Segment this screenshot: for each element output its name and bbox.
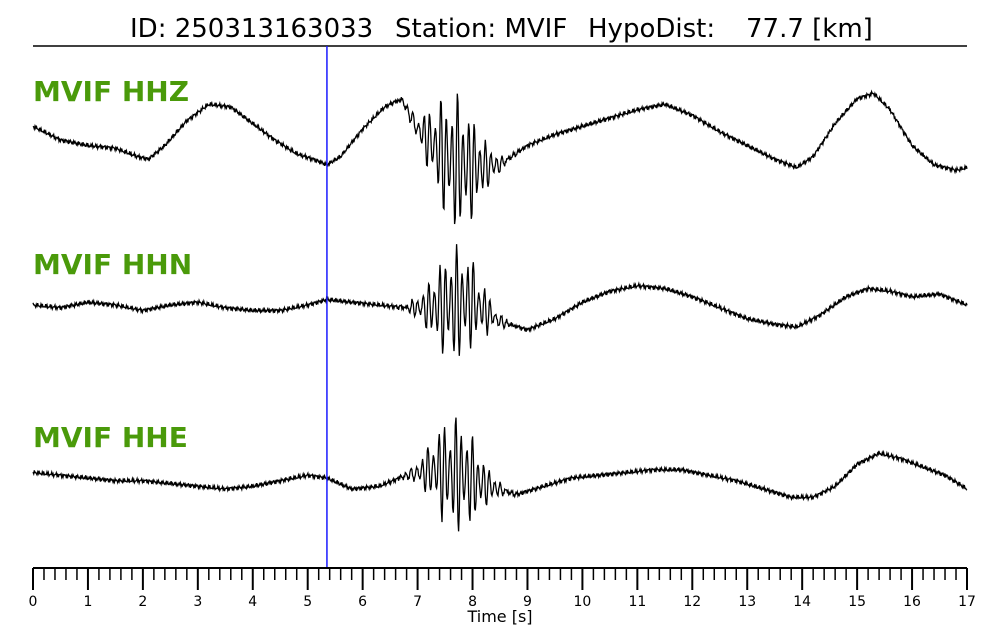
- tick-label: 1: [83, 594, 92, 610]
- trace-line-mvif-hhe: [32, 417, 968, 532]
- x-axis-label: Time [s]: [466, 607, 532, 626]
- time-axis: 0 1 2 3 4 5 6 7 8 9 10 11 12 13 14 15 16 17: [29, 567, 976, 610]
- tick-label: 5: [303, 594, 312, 610]
- tick-label: 11: [628, 594, 646, 610]
- trace-line-mvif-hhn: [32, 244, 968, 356]
- hypodist-label-text: HypoDist:: [588, 14, 715, 44]
- hypodist-value-text: 77.7 [km]: [746, 14, 873, 44]
- tick-label: 15: [848, 594, 866, 610]
- tick-label: 0: [29, 594, 38, 610]
- tick-label: 13: [738, 594, 756, 610]
- event-id-text: ID: 250313163033: [130, 14, 373, 44]
- plot-title: ID: 250313163033 Station: MVIF HypoDist:…: [130, 14, 873, 44]
- traces-group: [32, 89, 968, 532]
- trace-label-hhn: MVIF HHN: [33, 248, 192, 281]
- tick-label: 6: [358, 594, 367, 610]
- tick-label: 2: [138, 594, 147, 610]
- trace-label-hhe: MVIF HHE: [33, 421, 188, 454]
- tick-label: 10: [573, 594, 591, 610]
- tick-label: 9: [523, 594, 532, 610]
- tick-label: 14: [793, 594, 811, 610]
- tick-label: 17: [958, 594, 976, 610]
- station-text: Station: MVIF: [395, 14, 567, 44]
- tick-label: 12: [683, 594, 701, 610]
- trace-line-mvif-hhz: [32, 89, 968, 225]
- tick-label: 7: [413, 594, 422, 610]
- trace-label-hhz: MVIF HHZ: [33, 75, 189, 108]
- tick-label: 16: [903, 594, 921, 610]
- tick-label: 8: [468, 594, 477, 610]
- tick-label: 4: [248, 594, 257, 610]
- tick-label: 3: [193, 594, 202, 610]
